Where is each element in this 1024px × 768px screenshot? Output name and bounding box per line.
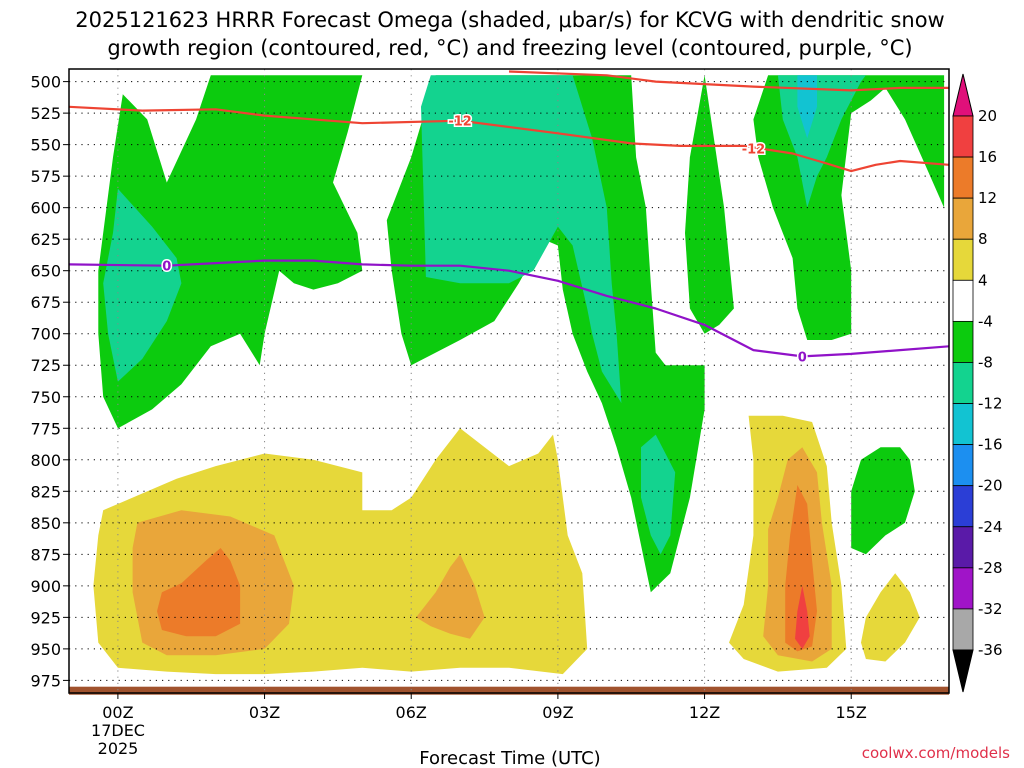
contour-labels: -12 -12 0 0 (161, 113, 809, 367)
colorbar-tick-9: -20 (978, 477, 1003, 495)
y-tick-label-750: 750 (30, 388, 61, 407)
y-tick-label-625: 625 (30, 230, 61, 249)
title-line-2: growth region (contoured, red, °C) and f… (107, 36, 912, 60)
omega-darkorange-right (785, 485, 817, 652)
y-tick-label-675: 675 (30, 293, 61, 312)
colorbar-bin-3 (952, 197, 974, 240)
y-tick-label-525: 525 (30, 104, 61, 123)
colorbar-bin-8 (952, 403, 974, 446)
omega-red-right (795, 585, 810, 649)
y-tick-label-725: 725 (30, 356, 61, 375)
y-tick-label-850: 850 (30, 514, 61, 533)
colorbar-bin-13 (952, 608, 974, 651)
omega-green-left (98, 75, 363, 429)
colorbar-bin-6 (952, 320, 974, 363)
ground-band (69, 686, 949, 695)
omega-teal-lower (641, 434, 676, 555)
freezing-level (69, 259, 949, 358)
x-axis-ticks: 00Z 03Z 06Z 09Z 12Z 15Z (102, 693, 867, 722)
omega-orange-middle (416, 554, 485, 639)
date-label-year: 2025 (98, 739, 139, 758)
dgz-lower (69, 105, 949, 173)
colorbar-bin-9 (952, 444, 974, 487)
colorbar-bin-4 (952, 238, 974, 281)
title-line-1: 2025121623 HRRR Forecast Omega (shaded, … (75, 8, 944, 32)
contour-label-0: -12 (448, 115, 472, 130)
colorbar-bottom-arrow (952, 649, 974, 693)
y-tick-label-875: 875 (30, 545, 61, 564)
credit-text[interactable]: coolwx.com/models (862, 744, 1010, 762)
colorbar-bin-1 (952, 115, 974, 158)
colorbar-tick-11: -28 (978, 559, 1003, 577)
contour-label-2: 0 (162, 260, 171, 275)
y-tick-label-650: 650 (30, 262, 61, 281)
x-tick-label-00Z: 00Z (102, 703, 133, 722)
contour-label-3: 0 (798, 350, 807, 365)
y-tick-label-950: 950 (30, 640, 61, 659)
x-axis-label: Forecast Time (UTC) (419, 748, 600, 768)
x-tick-label-06Z: 06Z (396, 703, 427, 722)
colorbar-bin-7 (952, 362, 974, 404)
omega-teal-left (103, 188, 182, 382)
colorbar-tick-0: 20 (978, 107, 997, 125)
colorbar-tick-6: -8 (978, 353, 993, 371)
colorbar-tick-5: -4 (978, 312, 993, 330)
colorbar: 20 16 12 8 4 -4 -8 -12 -16 -20 -24 -28 -32 -36 (952, 73, 1003, 693)
omega-green-right-1 (685, 75, 734, 334)
x-tick-label-12Z: 12Z (689, 703, 720, 722)
y-tick-label-600: 600 (30, 199, 61, 218)
y-tick-label-975: 975 (30, 671, 61, 690)
y-tick-label-550: 550 (30, 136, 61, 155)
colorbar-tick-4: 4 (978, 271, 988, 289)
contour-label-1: -12 (742, 142, 766, 157)
omega-yellow-small (861, 573, 920, 662)
colorbar-top-arrow (952, 73, 974, 117)
y-tick-label-500: 500 (30, 73, 61, 92)
date-label-day: 17DEC (91, 721, 145, 740)
x-tick-label-15Z: 15Z (836, 703, 867, 722)
colorbar-bin-11 (952, 526, 974, 569)
omega-darkorange-left (157, 548, 241, 637)
colorbar-tick-2: 12 (978, 189, 997, 207)
colorbar-tick-8: -16 (978, 436, 1003, 454)
y-tick-label-775: 775 (30, 419, 61, 438)
omega-shading (93, 75, 945, 675)
colorbar-tick-10: -24 (978, 518, 1003, 536)
colorbar-bin-5 (952, 279, 974, 322)
omega-teal-middle (421, 75, 622, 404)
colorbar-tick-7: -12 (978, 395, 1003, 413)
colorbar-bin-10 (952, 485, 974, 528)
dgz-upper (508, 70, 949, 92)
colorbar-tick-3: 8 (978, 230, 988, 248)
colorbar-tick-12: -32 (978, 600, 1003, 618)
plot-frame (68, 68, 950, 694)
y-tick-label-575: 575 (30, 167, 61, 186)
colorbar-tick-13: -36 (978, 641, 1003, 659)
omega-green-right-3 (851, 447, 915, 555)
x-tick-label-03Z: 03Z (249, 703, 280, 722)
colorbar-tick-1: 16 (978, 148, 997, 166)
colorbar-bin-2 (952, 156, 974, 199)
colorbar-bin-12 (952, 567, 974, 610)
x-tick-label-09Z: 09Z (542, 703, 573, 722)
y-tick-label-900: 900 (30, 577, 61, 596)
y-tick-label-800: 800 (30, 451, 61, 470)
y-tick-label-825: 825 (30, 482, 61, 501)
omega-cyan-right (797, 75, 817, 139)
y-tick-label-700: 700 (30, 325, 61, 344)
temperature-contours (69, 70, 949, 358)
y-axis-ticks: 500 525 550 575 600 625 650 675 700 725 750 775 800 8… (30, 73, 69, 690)
y-tick-label-925: 925 (30, 608, 61, 627)
